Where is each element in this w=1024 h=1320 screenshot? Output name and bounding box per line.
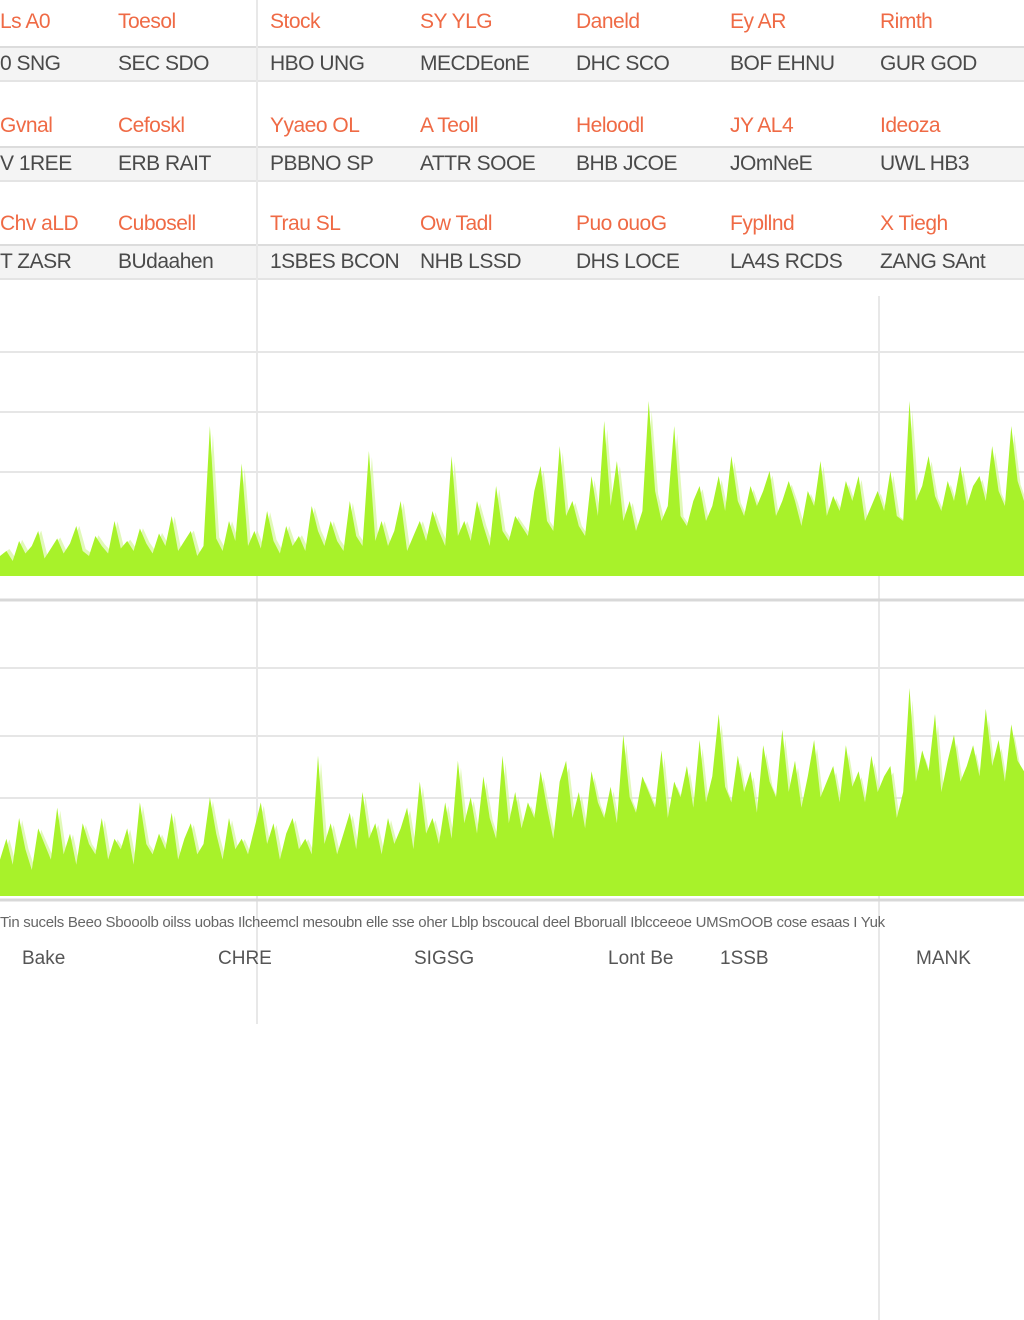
stat-label: Toesol <box>118 10 176 33</box>
stat-label: Heloodl <box>576 114 644 137</box>
stat-label-row: Chv aLD Cubosell Trau SL Ow Tadl Puo ouoG Fyp… <box>0 202 1024 246</box>
stat-label: Daneld <box>576 10 640 33</box>
stat-value: T ZASR <box>0 250 72 273</box>
stat-label: Rimth <box>880 10 933 33</box>
stat-value: DHS LOCE <box>576 250 680 273</box>
stat-value: MECDEonE <box>420 52 530 75</box>
stat-label: Ey AR <box>730 10 786 33</box>
stat-value-row: V 1REE ERB RAIT PBBNO SP ATTR SOOE BHB JCOE J… <box>0 146 1024 182</box>
stat-value: 1SBES BCON <box>270 250 400 273</box>
stat-value: GUR GOD <box>880 52 977 75</box>
stat-label: Trau SL <box>270 212 341 235</box>
stat-label: Puo ouoG <box>576 212 667 235</box>
stat-value-row: T ZASR BUdaahen 1SBES BCON NHB LSSD DHS LOCE… <box>0 244 1024 280</box>
stat-label: Chv aLD <box>0 212 79 235</box>
stat-label: X Tiegh <box>880 212 948 235</box>
stat-label: Ow Tadl <box>420 212 492 235</box>
stat-value: V 1REE <box>0 152 72 175</box>
stat-label: Fypllnd <box>730 212 795 235</box>
stat-value: PBBNO SP <box>270 152 374 175</box>
stat-label: Ls A0 <box>0 10 51 33</box>
footer-label: Bake <box>22 948 66 969</box>
stat-value: NHB LSSD <box>420 250 522 273</box>
area-charts <box>0 351 1024 902</box>
footer-label: MANK <box>916 948 971 969</box>
stat-value: ZANG SAnt <box>880 250 986 273</box>
chart-panel-2 <box>0 667 1024 902</box>
stat-value: HBO UNG <box>270 52 365 75</box>
stat-value-row: 0 SNG SEC SDO HBO UNG MECDEonE DHC SCO BOF EH… <box>0 46 1024 82</box>
stat-label: Cefoskl <box>118 114 185 137</box>
stat-value: UWL HB3 <box>880 152 970 175</box>
stats-panel: Ls A0 Toesol Stock SY YLG Daneld Ey AR Rimth 0 … <box>0 0 1024 296</box>
stat-value: BUdaahen <box>118 250 214 273</box>
footer-label: 1SSB <box>720 948 769 969</box>
stat-label: JY AL4 <box>730 114 794 137</box>
stat-value: BHB JCOE <box>576 152 678 175</box>
column-divider-1 <box>256 0 258 1024</box>
footer-notes: Tin sucels Beeo Sbooolb oilss uobas Ilch… <box>0 914 885 931</box>
chart-panel-1 <box>0 351 1024 602</box>
stat-value: ERB RAIT <box>118 152 211 175</box>
footer-label: SIGSG <box>414 948 475 969</box>
stat-label: Stock <box>270 10 321 33</box>
stat-value: BOF EHNU <box>730 52 835 75</box>
stat-label: SY YLG <box>420 10 493 33</box>
stat-label: Gvnal <box>0 114 53 137</box>
series-area <box>0 401 1024 576</box>
stat-value: ATTR SOOE <box>420 152 536 175</box>
stat-value: 0 SNG <box>0 52 61 75</box>
footer-label: Lont Be <box>608 948 674 969</box>
stat-label: A Teoll <box>420 114 479 137</box>
stat-value: JOmNeE <box>730 152 813 175</box>
stat-label-row: Gvnal Cefoskl Yyaeo OL A Teoll Heloodl JY AL4… <box>0 104 1024 148</box>
footer-label: CHRE <box>218 948 272 969</box>
series-area <box>0 688 1024 896</box>
stat-label-row: Ls A0 Toesol Stock SY YLG Daneld Ey AR Rimth <box>0 0 1024 44</box>
stat-label: Ideoza <box>880 114 941 137</box>
stat-value: SEC SDO <box>118 52 210 75</box>
stat-label: Cubosell <box>118 212 196 235</box>
stat-value: LA4S RCDS <box>730 250 843 273</box>
stat-value: DHC SCO <box>576 52 670 75</box>
stat-label: Yyaeo OL <box>270 114 360 137</box>
